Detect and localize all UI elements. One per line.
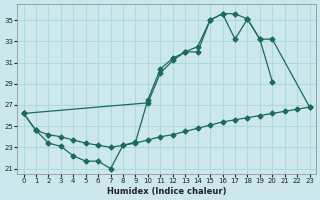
X-axis label: Humidex (Indice chaleur): Humidex (Indice chaleur)	[107, 187, 226, 196]
